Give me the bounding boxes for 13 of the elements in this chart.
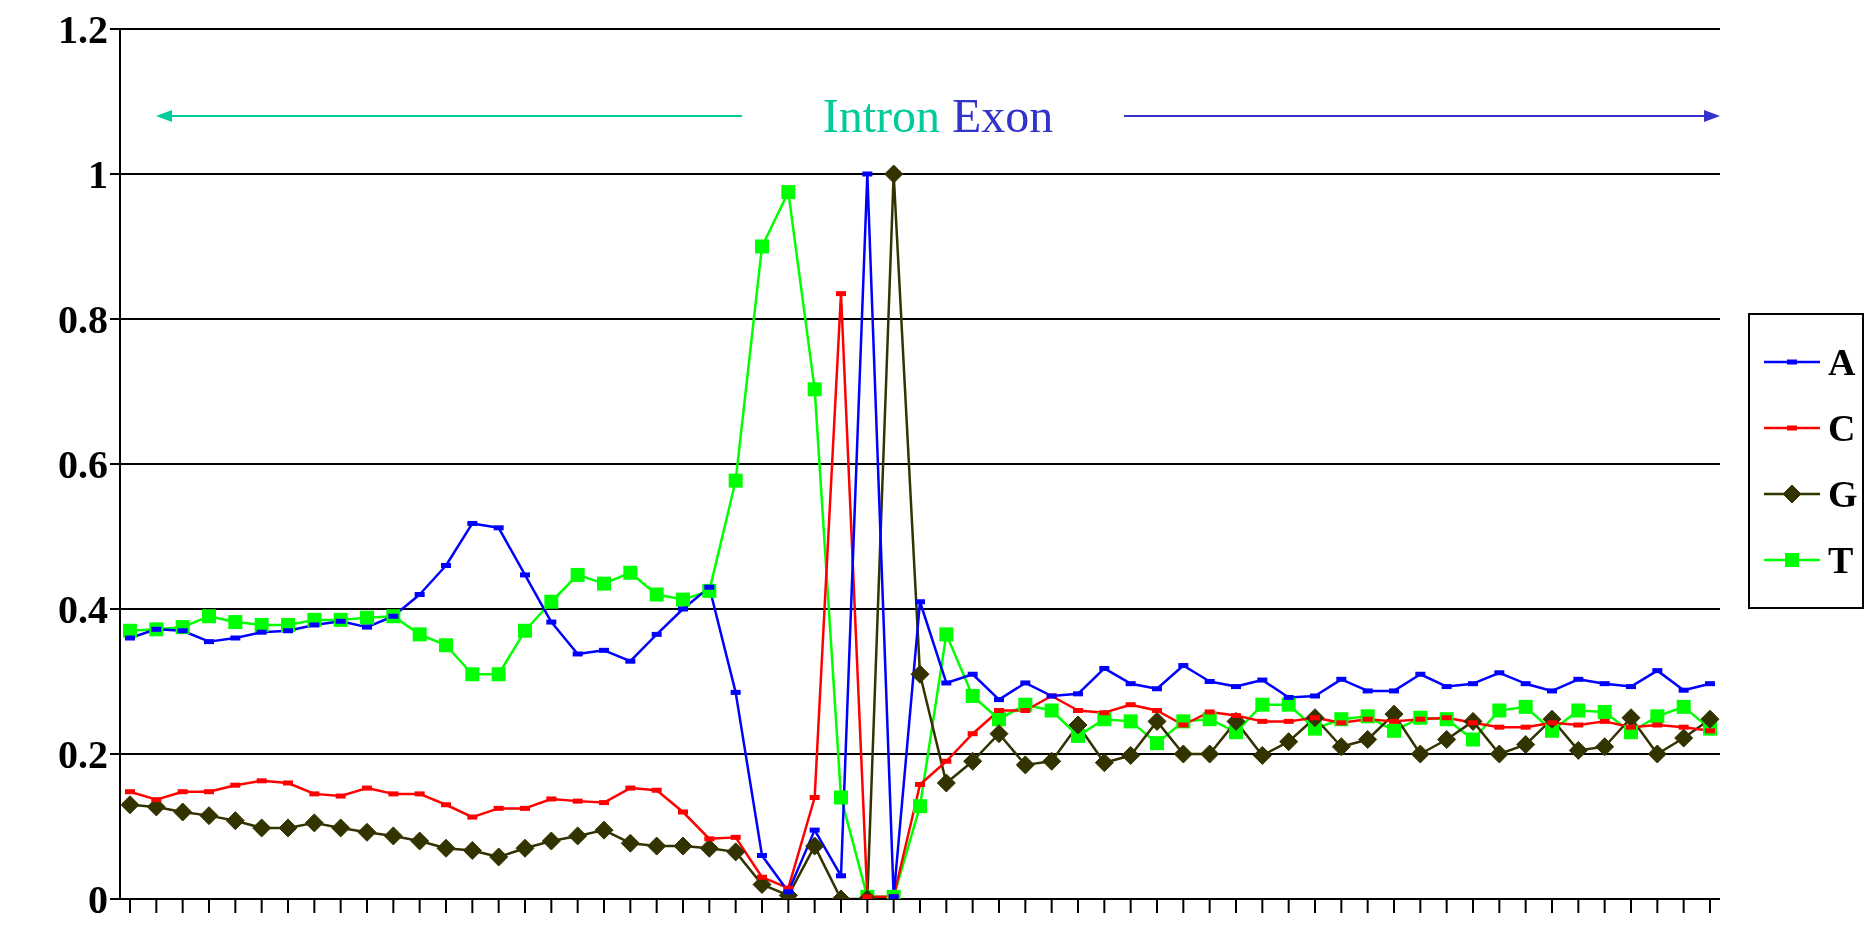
y-tick-label: 0.2 [58, 732, 108, 778]
y-tick-label: 1.2 [58, 7, 108, 53]
annotation: Exon [951, 89, 1054, 142]
y-tick-label: 0.8 [58, 297, 108, 343]
y-tick-label: 0 [88, 877, 108, 923]
y-tick-label: 0.4 [58, 587, 108, 633]
y-tick-label: 0.6 [58, 442, 108, 488]
legend-label: C [1828, 406, 1856, 450]
y-tick-label: 1 [88, 152, 108, 198]
legend-label: A [1828, 340, 1856, 384]
annotation: Intron [822, 89, 940, 142]
legend-label: T [1828, 538, 1854, 582]
legend-label: G [1828, 472, 1858, 516]
